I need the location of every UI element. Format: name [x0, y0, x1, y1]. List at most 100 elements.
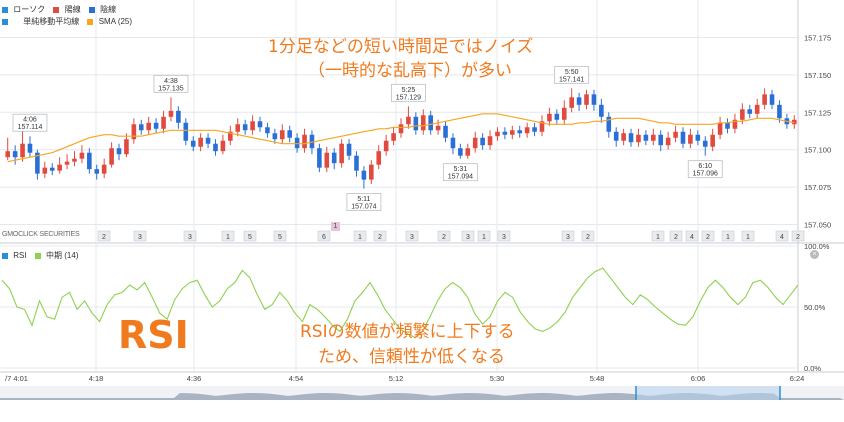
count-badge: [561, 230, 575, 242]
up-candle: [250, 121, 255, 131]
count-badge: [741, 230, 755, 242]
count-badge: [317, 230, 331, 242]
down-candle: [49, 167, 55, 171]
count-badge: [497, 230, 511, 242]
up-candle: [228, 131, 233, 141]
up-candle: [495, 131, 500, 137]
down-candle: [265, 127, 270, 134]
down-candle: [294, 137, 300, 149]
down-candle: [12, 151, 18, 158]
up-candle: [710, 134, 715, 147]
expand-icon[interactable]: [2, 6, 8, 13]
down-candle: [94, 169, 100, 174]
price-callout-value: 157.074: [351, 204, 376, 211]
sma-swatch: [87, 18, 94, 25]
price-tick-label: 157.075: [804, 183, 831, 192]
up-candle: [198, 137, 203, 147]
up-candle: [539, 121, 545, 132]
up-candle: [406, 116, 411, 125]
watermark: GMOCLICK SECURITIES: [2, 231, 80, 238]
count-badge-label: 2: [674, 234, 678, 241]
count-badge-label: 3: [138, 234, 142, 241]
down-candle: [413, 116, 419, 131]
up-candle: [168, 110, 174, 117]
down-candle: [502, 131, 508, 135]
price-callout-box: [391, 83, 426, 102]
count-badge: [405, 230, 419, 242]
price-callout-box: [687, 160, 723, 179]
down-candle: [747, 109, 753, 114]
up-candle: [64, 161, 70, 165]
expand-icon[interactable]: [2, 18, 8, 25]
up-candle: [72, 158, 77, 162]
close-icon[interactable]: ×: [810, 250, 819, 259]
up-candle: [220, 140, 226, 152]
up-candle: [420, 115, 426, 131]
count-badge-label: 3: [566, 234, 570, 241]
up-candle: [109, 148, 114, 165]
up-candle: [569, 97, 574, 108]
annotation-top-line1: 1分足などの短い時間足ではノイズ: [268, 37, 534, 57]
annotation-mid-line2: ため、信頼性が低くなる: [318, 347, 505, 367]
down-candle: [183, 122, 189, 141]
time-tick-label: 4:18: [89, 374, 104, 383]
count-badge-label: 5: [248, 234, 252, 241]
up-candle: [584, 94, 589, 105]
down-candle: [176, 110, 181, 123]
count-badge-label: 2: [442, 234, 446, 241]
annotation-rsi-title: RSI: [118, 313, 189, 357]
down-candle: [205, 137, 211, 144]
up-candle: [510, 130, 515, 135]
down-candle: [777, 104, 782, 119]
rsi-period-label: 中期 (14): [46, 251, 79, 260]
price-callout-time: 4:06: [23, 117, 37, 124]
up-candle: [791, 119, 797, 125]
expand-icon[interactable]: [2, 252, 8, 259]
down-candle: [554, 113, 560, 120]
up-candle: [146, 122, 152, 131]
down-candle-swatch: [88, 6, 95, 13]
up-candle: [472, 137, 478, 149]
down-candle: [317, 148, 322, 168]
price-callout-value: 157.114: [18, 124, 43, 131]
up-candle: [369, 164, 374, 180]
rsi-line: [1, 267, 799, 339]
rsi-tick-label: 0.0%: [804, 364, 821, 373]
price-callout-box: [442, 163, 478, 182]
down-candle: [576, 97, 582, 105]
down-candle: [443, 125, 448, 138]
count-badge-label: 2: [378, 234, 382, 241]
count-badge: [685, 230, 699, 242]
count-badge-label: 2: [796, 234, 800, 241]
up-candle: [42, 167, 48, 174]
count-badge-label: 4: [780, 234, 784, 241]
time-tick-label: 4:36: [187, 374, 202, 383]
legend-up-label: 陽線: [64, 5, 81, 14]
up-candle: [665, 137, 671, 146]
down-candle: [658, 134, 664, 146]
down-candle: [695, 134, 701, 141]
up-candle: [398, 124, 404, 134]
time-tick-label: 4:54: [289, 374, 304, 383]
flag-label: 1: [333, 222, 338, 230]
price-chart-svg[interactable]: /7 4:01 4:18 4:36 4:54 5:12 5:30 5:48 6:06 6:24 1…: [0, 0, 844, 400]
down-candle: [27, 143, 33, 153]
up-candle: [636, 134, 641, 143]
down-candle: [532, 127, 537, 132]
up-candle-swatch: [53, 6, 60, 13]
down-candle: [116, 148, 122, 155]
annotation-mid-line1: RSIの数値が頻繁に上下する: [300, 322, 515, 342]
count-badge-label: 1: [226, 234, 230, 241]
price-callout-time: 6:10: [698, 163, 712, 170]
down-candle: [272, 133, 278, 140]
flag-icon[interactable]: 1: [331, 222, 340, 231]
count-badge: [775, 230, 789, 242]
count-badge: [701, 230, 715, 242]
price-callout-value: 157.096: [693, 171, 718, 178]
count-badge-label: 1: [656, 234, 660, 241]
up-candle: [561, 107, 567, 120]
count-badge: [97, 230, 111, 242]
count-badge-label: 3: [410, 234, 414, 241]
up-candle: [5, 151, 11, 158]
